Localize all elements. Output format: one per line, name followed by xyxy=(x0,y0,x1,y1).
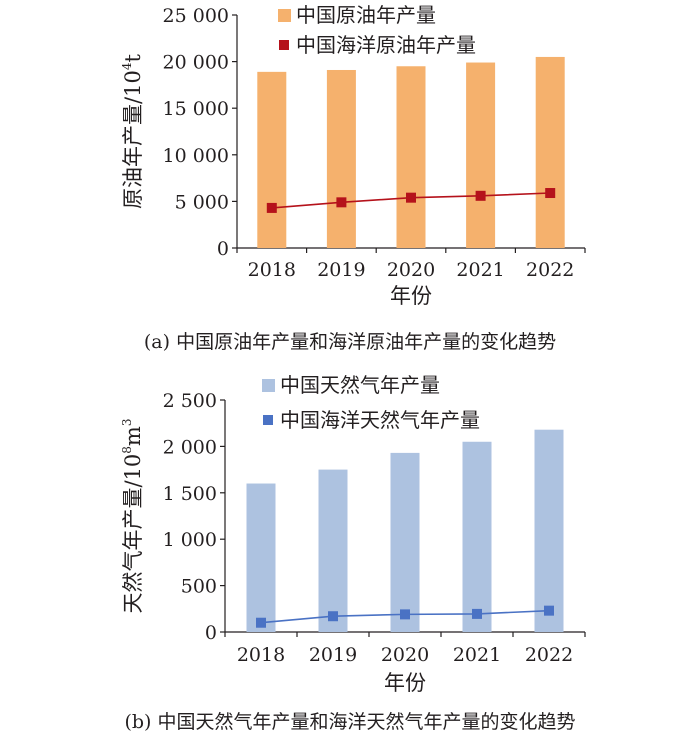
line-point-2020 xyxy=(406,192,416,203)
y-tick-label: 0 xyxy=(217,238,229,260)
line-point-2020 xyxy=(400,609,410,620)
bar-2018 xyxy=(246,483,276,632)
bar-2022 xyxy=(535,56,565,248)
line-point-2021 xyxy=(475,190,486,201)
y-tick-label: 1 000 xyxy=(163,529,217,551)
y-tick-label: 5 000 xyxy=(175,191,229,213)
bar-2019 xyxy=(326,69,356,248)
y-axis-title: 天然气年产量/108m3 xyxy=(120,419,145,614)
y-axis-title: 原油年产量/104t xyxy=(120,54,145,209)
bar-2021 xyxy=(466,62,496,249)
line-point-2018 xyxy=(266,202,277,213)
bar-2020 xyxy=(396,66,426,248)
line-point-2021 xyxy=(472,608,482,619)
legend-label-line: 中国海洋原油年产量 xyxy=(296,33,476,57)
x-axis-title: 年份 xyxy=(384,671,426,695)
x-tick-label: 2018 xyxy=(237,644,285,666)
legend-swatch-bar xyxy=(278,9,291,22)
bar-2019 xyxy=(318,469,348,632)
y-tick-label: 20 000 xyxy=(163,52,229,74)
x-tick-label: 2019 xyxy=(317,259,365,281)
x-tick-label: 2021 xyxy=(453,644,501,666)
x-tick-label: 2021 xyxy=(456,259,504,281)
y-tick-label: 2 500 xyxy=(163,390,217,412)
x-tick-label: 2022 xyxy=(525,644,573,666)
y-tick-label: 15 000 xyxy=(163,98,229,120)
y-tick-label: 25 000 xyxy=(163,5,229,27)
chart-b: 0 500 1 000 1 500 2 000 2 500 2018 2019 2020 2021… xyxy=(120,373,586,733)
y-tick-label: 500 xyxy=(181,576,217,598)
x-tick-label: 2019 xyxy=(309,644,357,666)
chart-a: 0 5 000 10 000 15 000 20 000 25 000 2018 2019 20… xyxy=(120,3,586,353)
bar-2020 xyxy=(390,452,420,632)
y-tick-label: 10 000 xyxy=(163,145,229,167)
legend-label-line: 中国海洋天然气年产量 xyxy=(280,408,480,432)
y-tick-label: 1 500 xyxy=(163,483,217,505)
chart-caption: (a) 中国原油年产量和海洋原油年产量的变化趋势 xyxy=(144,331,556,353)
bar-2021 xyxy=(462,441,492,632)
legend-swatch-line xyxy=(263,415,273,425)
legend-label-bar: 中国天然气年产量 xyxy=(280,373,440,397)
line-point-2019 xyxy=(336,197,347,208)
y-tick-label: 0 xyxy=(205,622,217,644)
x-tick-label: 2018 xyxy=(248,259,296,281)
x-tick-label: 2020 xyxy=(387,259,435,281)
line-point-2022 xyxy=(544,605,554,616)
bar-2018 xyxy=(257,71,287,249)
legend-label-bar: 中国原油年产量 xyxy=(296,3,436,27)
line-point-2019 xyxy=(328,611,338,622)
line-point-2022 xyxy=(545,188,556,199)
x-tick-label: 2020 xyxy=(381,644,429,666)
x-axis-title: 年份 xyxy=(390,284,432,308)
bar-2022 xyxy=(534,429,564,632)
x-tick-label: 2022 xyxy=(526,259,574,281)
y-tick-label: 2 000 xyxy=(163,436,217,458)
chart-caption: (b) 中国天然气年产量和海洋天然气年产量的变化趋势 xyxy=(124,711,575,733)
legend-swatch-line xyxy=(279,40,289,50)
line-point-2018 xyxy=(256,617,266,628)
legend-swatch-bar xyxy=(262,379,275,392)
